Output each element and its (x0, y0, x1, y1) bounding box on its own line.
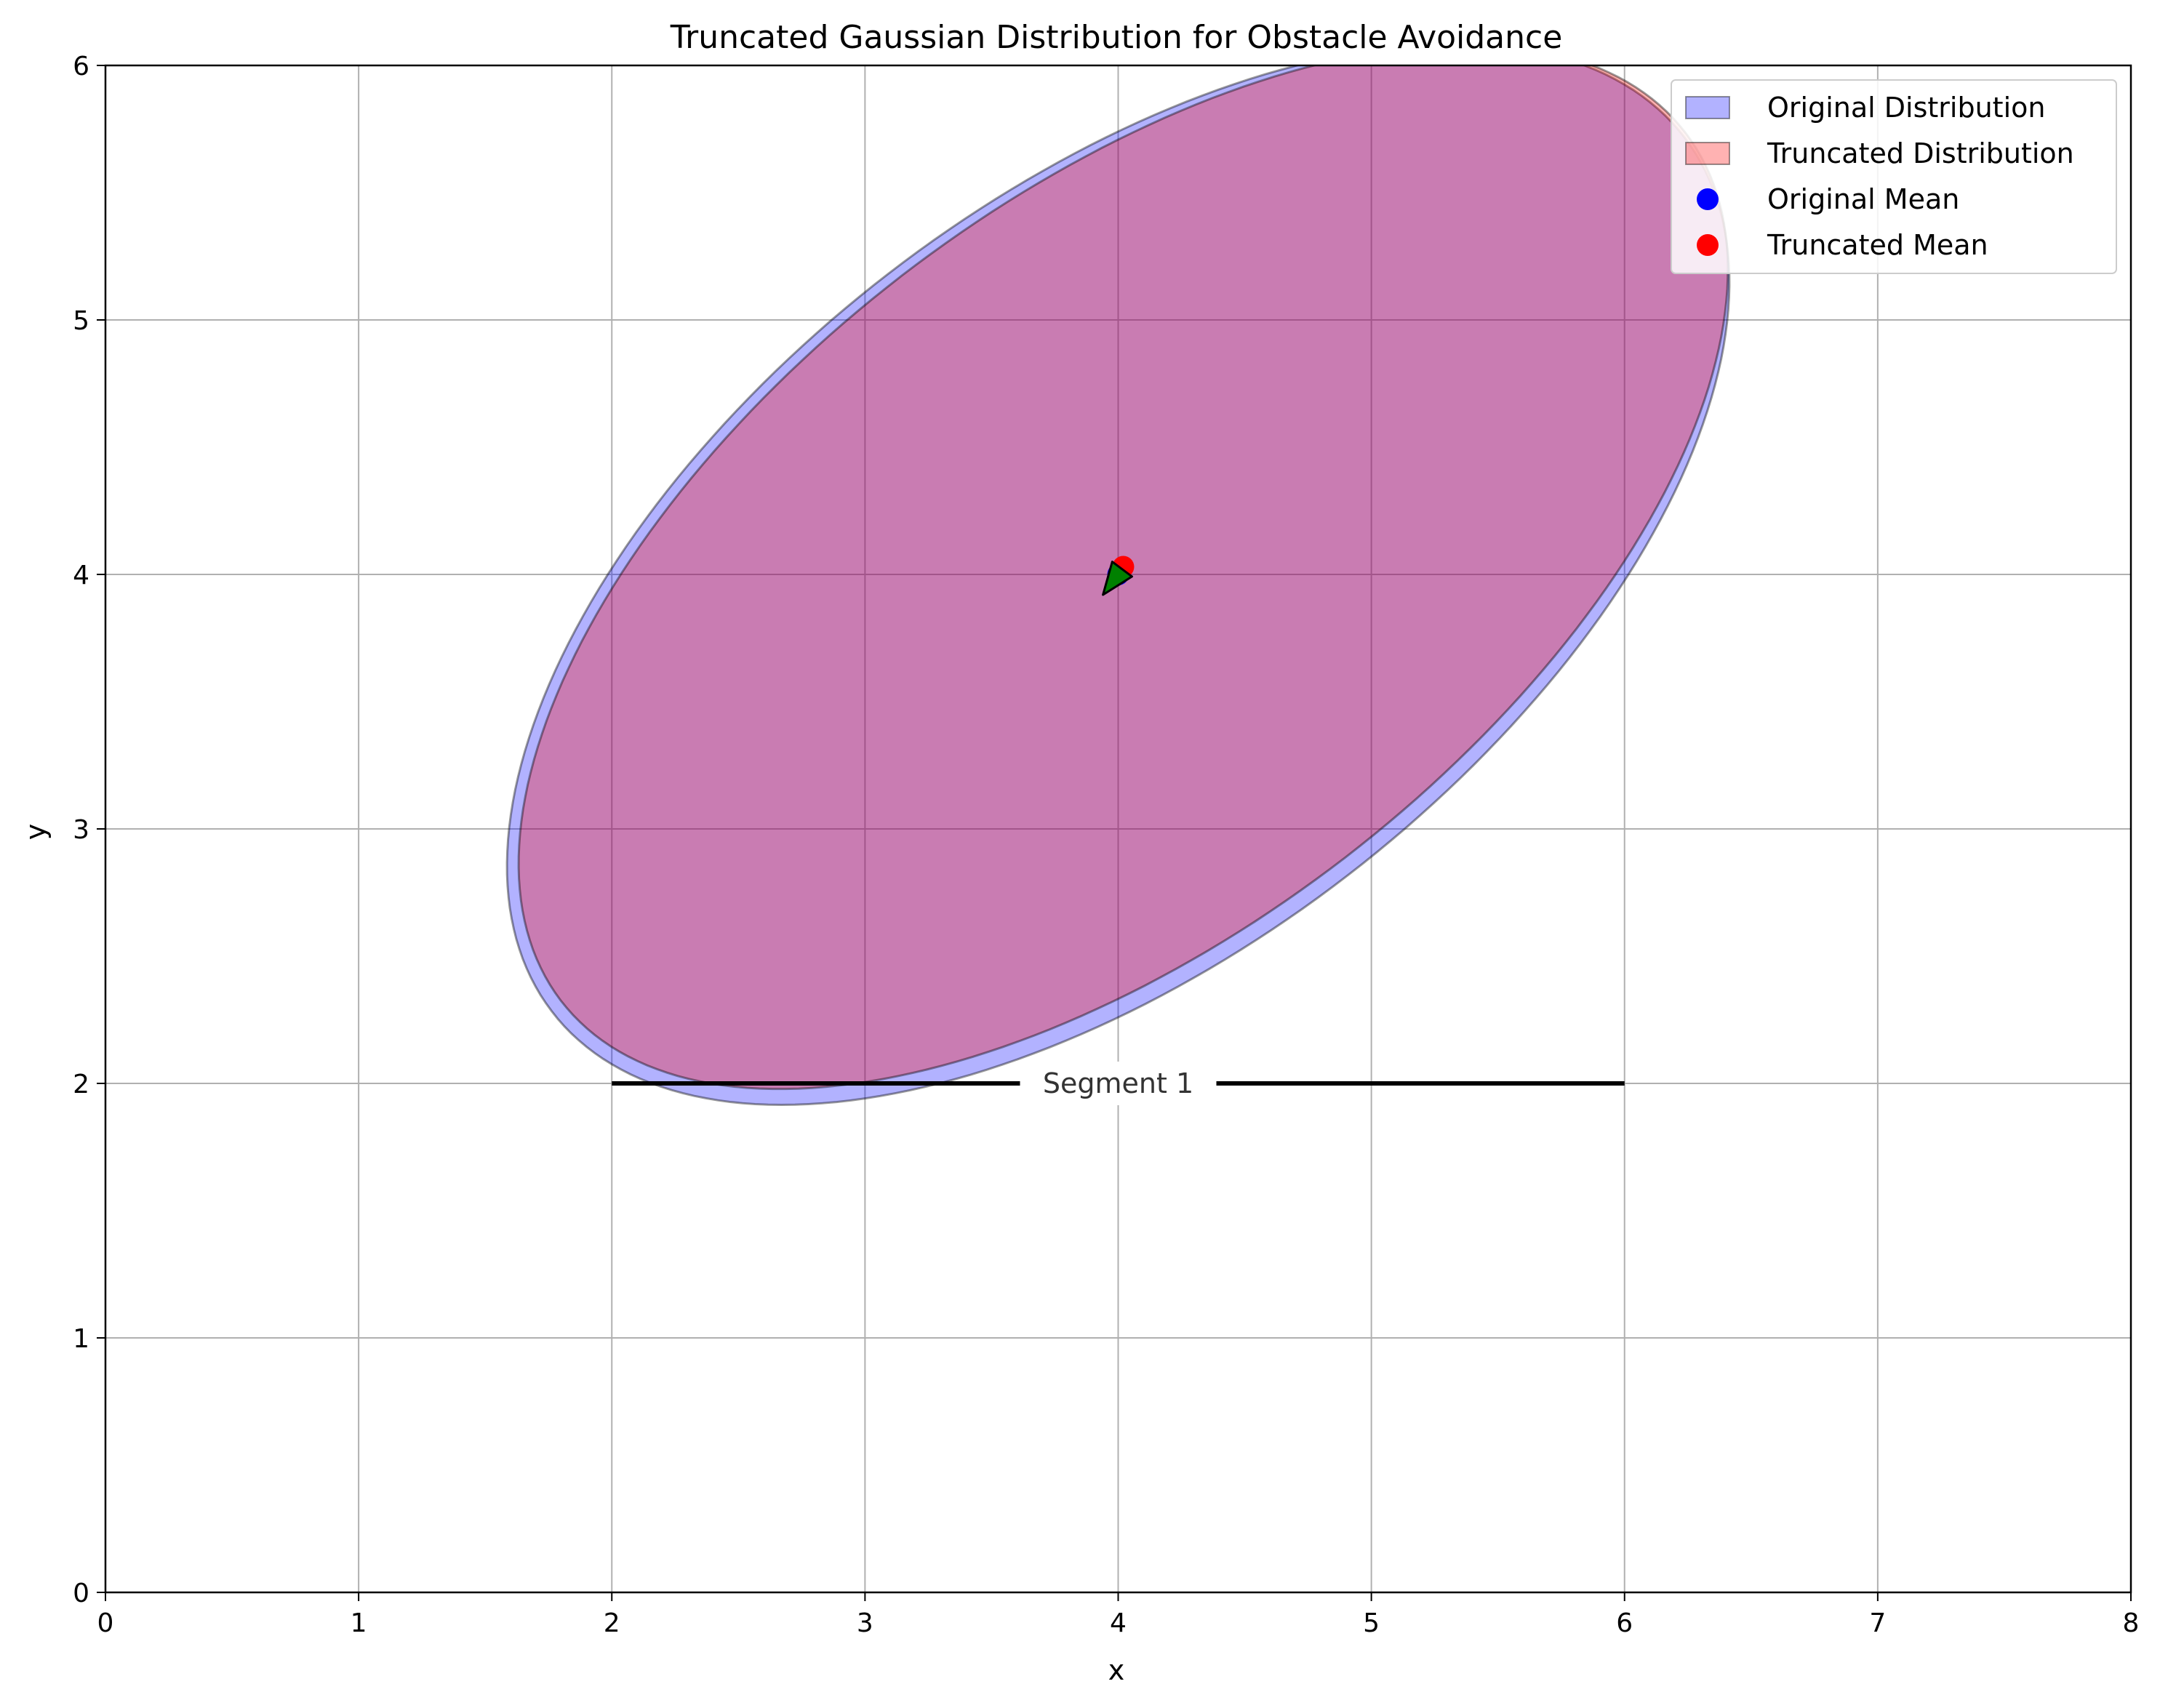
y-tick-label: 2 (73, 1070, 89, 1099)
legend: Original Distribution Truncated Distribut… (1671, 79, 2117, 274)
x-tick-label: 7 (1869, 1608, 1886, 1638)
x-tick-label: 0 (97, 1608, 114, 1638)
x-tick-label: 2 (604, 1608, 620, 1638)
ticks: 0 1 2 3 4 5 6 7 8 0 1 2 3 4 5 6 (73, 52, 2139, 1638)
x-axis-label: x (1108, 1654, 1125, 1686)
y-axis-label: y (20, 824, 52, 841)
markers (1102, 556, 1135, 596)
x-tick-label: 5 (1363, 1608, 1380, 1638)
legend-marker (1697, 234, 1719, 256)
direction-arrow (1102, 561, 1133, 596)
legend-label: Original Distribution (1767, 92, 2045, 124)
x-tick-label: 1 (351, 1608, 367, 1638)
x-tick-label: 4 (1110, 1608, 1127, 1638)
legend-box (1671, 79, 2117, 274)
segment-label-box (1020, 1062, 1217, 1105)
segment-label: Segment 1 (1043, 1067, 1193, 1099)
legend-marker (1697, 188, 1719, 210)
x-tick-label: 6 (1616, 1608, 1633, 1638)
y-tick-label: 3 (73, 815, 89, 845)
legend-label: Original Mean (1767, 183, 1959, 215)
y-tick-label: 4 (73, 561, 89, 590)
y-tick-label: 0 (73, 1579, 89, 1608)
x-tick-label: 3 (857, 1608, 873, 1638)
segments: Segment 1 (612, 1062, 1625, 1105)
legend-swatch (1685, 142, 1730, 165)
y-tick-label: 5 (73, 306, 89, 336)
legend-label: Truncated Distribution (1767, 137, 2074, 169)
legend-swatch (1685, 96, 1730, 119)
y-tick-label: 6 (73, 52, 89, 81)
legend-label: Truncated Mean (1767, 229, 1988, 261)
chart-title: Truncated Gaussian Distribution for Obst… (670, 19, 1563, 56)
y-tick-label: 1 (73, 1324, 89, 1354)
x-tick-label: 8 (2123, 1608, 2140, 1638)
